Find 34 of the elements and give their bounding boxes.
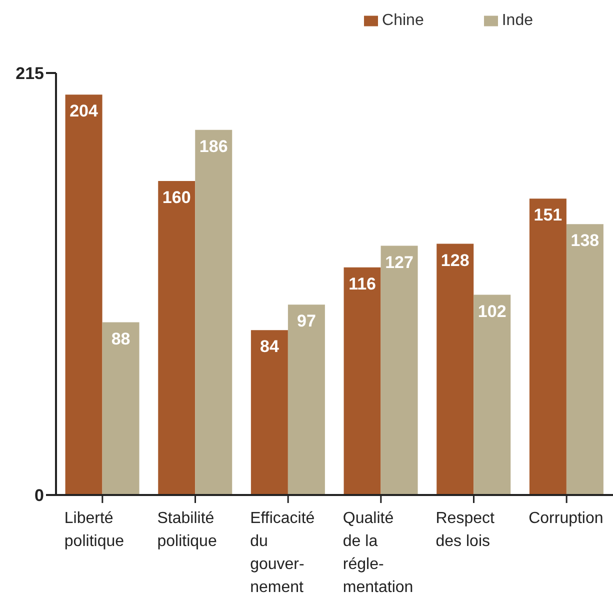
data-label: 151 — [534, 206, 562, 225]
x-tick-label: Corruption — [528, 510, 604, 527]
bar — [529, 198, 566, 495]
bar — [380, 246, 418, 495]
data-label: 97 — [296, 312, 316, 331]
x-tick-label: Liberté politique — [64, 510, 124, 550]
data-label: 128 — [440, 250, 470, 270]
data-label: 127 — [385, 252, 414, 272]
data-label: 102 — [478, 302, 506, 321]
data-label: 138 — [570, 231, 600, 250]
bar — [195, 130, 232, 495]
bar — [436, 244, 474, 495]
bar — [288, 304, 325, 495]
data-label: 160 — [162, 188, 191, 208]
legend-label: Chine — [382, 12, 424, 29]
bar — [474, 294, 511, 495]
data-label: 204 — [70, 102, 99, 121]
x-tick-label: Stabilité politique — [157, 510, 217, 550]
x-tick-label: Qualité de la régle-mentation — [342, 510, 414, 596]
x-tick-label: Efficacité du gouver-nement — [250, 510, 315, 596]
legend-label: Inde — [502, 12, 533, 29]
x-tick-label: Respect des lois — [436, 510, 495, 550]
bar — [566, 224, 604, 495]
data-label: 84 — [260, 337, 280, 356]
y-tick-label: 0 — [34, 486, 44, 506]
bar — [158, 180, 196, 495]
bar — [65, 94, 102, 495]
y-tick-label: 215 — [16, 64, 44, 84]
bar — [250, 330, 288, 495]
data-label: 116 — [348, 274, 376, 294]
bar — [102, 322, 140, 495]
data-label: 186 — [199, 136, 228, 156]
bar — [344, 267, 381, 495]
data-label: 88 — [111, 329, 130, 348]
